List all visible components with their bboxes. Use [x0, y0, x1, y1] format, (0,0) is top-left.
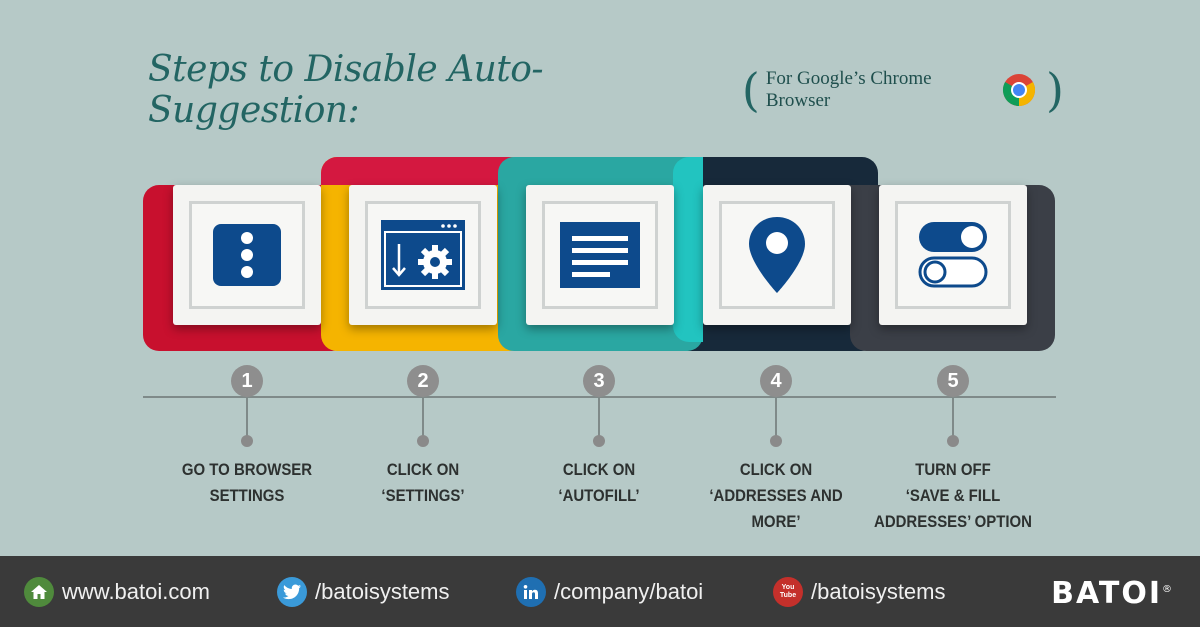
step-connector	[422, 397, 424, 441]
step-number: 3	[583, 365, 615, 397]
title-subtitle: For Google’s Chrome Browser	[765, 68, 932, 111]
step-number: 5	[937, 365, 969, 397]
step-1-card	[173, 185, 321, 325]
footer-linkedin[interactable]: /company/batoi	[516, 556, 703, 627]
step-connector	[246, 397, 248, 441]
brand-logo: BATOI®	[1051, 576, 1172, 611]
step-connector	[952, 397, 954, 441]
step-number: 1	[231, 365, 263, 397]
step-1: 1 GO TO BROWSER SETTINGS	[147, 365, 347, 535]
step-2-card	[349, 185, 497, 325]
brand-registered-mark: ®	[1162, 584, 1172, 595]
footer-twitter[interactable]: /batoisystems	[277, 556, 450, 627]
footer-bar: www.batoi.com /batoisystems /company/bat…	[0, 556, 1200, 627]
twitter-link[interactable]: /batoisystems	[315, 578, 450, 604]
page-title: Steps to Disable Auto-Suggestion: ( For …	[148, 49, 1068, 131]
settings-window-icon	[381, 220, 465, 290]
chrome-logo-icon	[1002, 73, 1036, 107]
step-dot	[770, 435, 782, 447]
linkedin-link[interactable]: /company/batoi	[554, 578, 704, 604]
step-label: CLICK ON ‘ADDRESSES AND MORE’	[709, 460, 843, 531]
step-number: 2	[407, 365, 439, 397]
twitter-icon	[277, 576, 307, 607]
footer-youtube[interactable]: You Tube /batoisystems	[773, 556, 946, 627]
step-5-card	[879, 185, 1027, 325]
title-close-paren: )	[1046, 63, 1064, 117]
step-label: TURN OFF ‘SAVE & FILL ADDRESSES’ OPTION	[874, 460, 1032, 531]
brand-name: BATOI	[1051, 576, 1162, 611]
red-ribbon-top	[321, 157, 526, 185]
step-label: CLICK ON ‘AUTOFILL’	[558, 460, 640, 505]
step-dot	[417, 435, 429, 447]
step-label: GO TO BROWSER SETTINGS	[181, 460, 313, 505]
cyan-ribbon-edge	[673, 157, 703, 342]
step-connector	[775, 397, 777, 441]
step-number: 4	[760, 365, 792, 397]
step-4: 4 CLICK ON ‘ADDRESSES AND MORE’	[676, 365, 876, 535]
step-3: 3 CLICK ON ‘AUTOFILL’	[499, 365, 699, 535]
step-dot	[241, 435, 253, 447]
step-4-card	[703, 185, 851, 325]
linkedin-icon	[516, 576, 546, 607]
footer-website[interactable]: www.batoi.com	[24, 556, 210, 627]
step-5: 5 TURN OFF ‘SAVE & FILL ADDRESSES’ OPTION	[853, 365, 1053, 535]
title-open-paren: (	[741, 63, 760, 117]
step-dot	[593, 435, 605, 447]
step-connector	[598, 397, 600, 441]
toggle-switch-icon	[918, 222, 988, 288]
title-main: Steps to Disable Auto-Suggestion:	[148, 49, 544, 131]
step-3-card	[526, 185, 674, 325]
home-icon	[24, 576, 54, 607]
menu-dots-icon	[213, 224, 281, 286]
step-label: CLICK ON ‘SETTINGS’	[381, 460, 465, 505]
step-2: 2 CLICK ON ‘SETTINGS’	[323, 365, 523, 535]
youtube-link[interactable]: /batoisystems	[811, 578, 946, 604]
step-dot	[947, 435, 959, 447]
website-link[interactable]: www.batoi.com	[62, 578, 210, 604]
autofill-lines-icon	[560, 222, 640, 288]
youtube-badge-text: You Tube	[779, 583, 797, 599]
youtube-icon: You Tube	[773, 576, 803, 607]
location-pin-icon	[749, 217, 805, 293]
